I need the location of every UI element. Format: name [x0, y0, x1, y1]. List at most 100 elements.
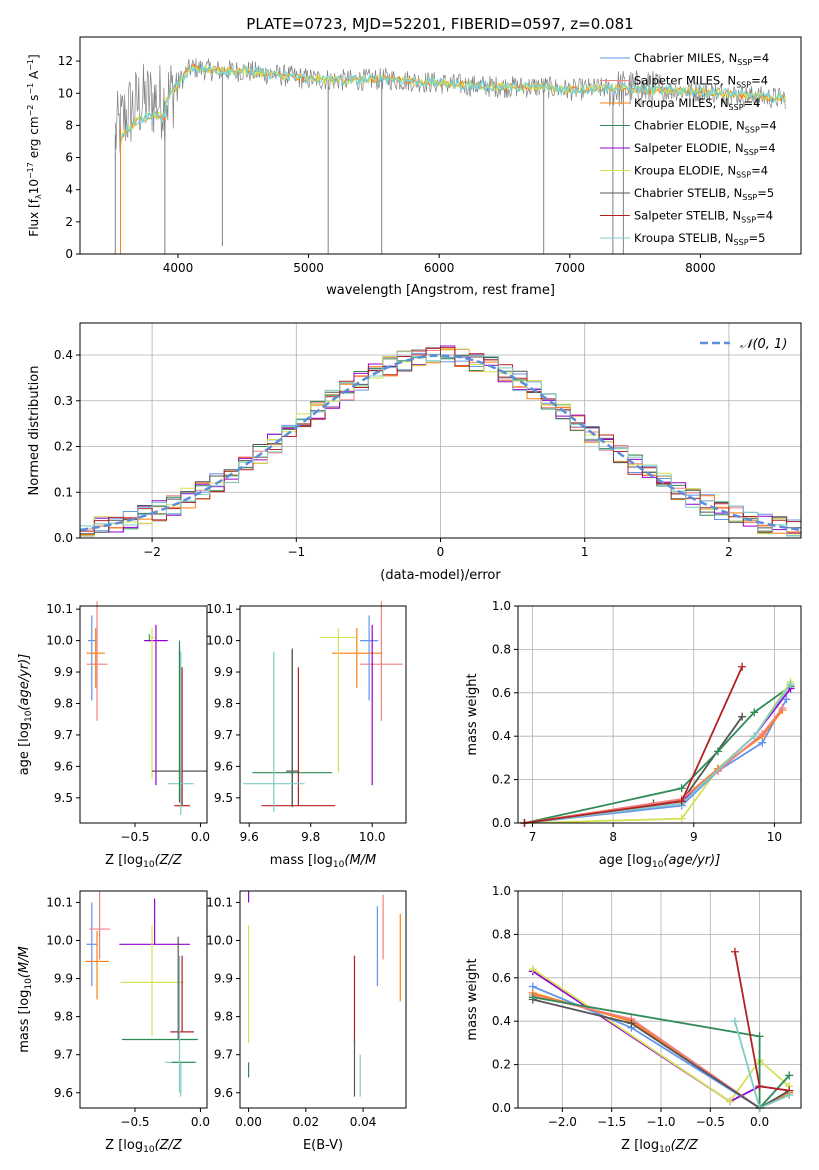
- y-tick-label: 2: [65, 215, 73, 229]
- y-tick-label: 0.2: [492, 773, 511, 787]
- series-marker: [750, 708, 759, 717]
- spectrum-model-line: [118, 64, 786, 147]
- y-tick-label: 10.1: [206, 602, 233, 616]
- mass-vs-metallicity-panel: −0.5 0.0 9.6 9.7 9.8 9.9 10.0 10.1 Z [log10(Z/Z m…: [17, 890, 210, 1155]
- y-tick-label: 10.0: [206, 933, 233, 947]
- x-tick-label: 0.0: [750, 1115, 769, 1129]
- y-tick-label: 0.3: [54, 394, 73, 408]
- y-axis-label: mass weight: [465, 958, 480, 1040]
- y-tick-label: 9.5: [214, 791, 233, 805]
- x-axis-label: Z [log10(Z/Z: [105, 1138, 183, 1155]
- legend-entry: 𝒩(0, 1): [740, 337, 787, 352]
- y-tick-label: 8: [65, 118, 73, 132]
- series-line: [524, 681, 792, 824]
- y-tick-label: 0.1: [54, 485, 73, 499]
- x-axis-label: Z [log10(Z/Z: [621, 1138, 699, 1155]
- x-tick-label: 0.0: [191, 1115, 210, 1129]
- series-marker: [786, 680, 795, 689]
- axes-frame: [79, 605, 208, 824]
- y-tick-label: 10.0: [46, 933, 73, 947]
- series-marker: [677, 797, 686, 806]
- series-marker: [758, 730, 767, 739]
- x-tick-label: −1: [287, 545, 305, 559]
- x-axis-label: age [log10(age/yr)]: [599, 853, 721, 870]
- x-tick-label: −0.5: [696, 1115, 725, 1129]
- x-tick-label: 8000: [685, 261, 716, 275]
- spectrum-model-line: [118, 63, 786, 145]
- y-tick-label: 10.1: [46, 602, 73, 616]
- x-tick-label: 5000: [293, 261, 324, 275]
- series-marker: [713, 747, 722, 756]
- x-tick-label: 0.0: [191, 830, 210, 844]
- y-tick-label: 9.9: [214, 972, 233, 986]
- y-tick-label: 10.0: [46, 634, 73, 648]
- x-axis-label: Z [log10(Z/Z: [105, 853, 183, 870]
- series-line: [532, 996, 790, 1111]
- y-tick-label: 1.0: [492, 884, 511, 898]
- x-tick-label: 9.6: [240, 830, 259, 844]
- series-marker: [785, 1071, 794, 1080]
- y-tick-label: 9.9: [54, 665, 73, 679]
- x-tick-label: −2: [143, 545, 161, 559]
- series-marker: [738, 712, 747, 721]
- legend-entry: Salpeter ELODIE, NSSP=4: [634, 141, 776, 157]
- x-tick-label: 4000: [163, 261, 194, 275]
- y-tick-label: 9.9: [214, 665, 233, 679]
- series-marker: [677, 814, 686, 823]
- x-tick-label: −0.5: [120, 830, 149, 844]
- y-tick-label: 9.6: [214, 759, 233, 773]
- legend-entry: Kroupa ELODIE, NSSP=4: [634, 164, 768, 180]
- y-axis-label: Flux [fλ10−17 erg cm−2 s−1 A−1]: [26, 54, 43, 236]
- axes-frame: [79, 890, 208, 1109]
- x-tick-label: −0.5: [120, 1115, 149, 1129]
- x-axis-label: E(B-V): [303, 1138, 343, 1153]
- x-tick-label: 1: [581, 545, 589, 559]
- series-marker: [677, 784, 686, 793]
- x-tick-label: 6000: [424, 261, 455, 275]
- mass-vs-ebv-panel: 0.00 0.02 0.04 9.6 9.7 9.8 9.9 10.0 10.1 E(B-V): [206, 890, 407, 1153]
- legend-entry: Kroupa STELIB, NSSP=5: [634, 231, 765, 247]
- y-tick-label: 0: [65, 247, 73, 261]
- spectrum-panel: 4000 5000 6000 7000 8000 0 2 4 6 8 10 12 wavelength …: [26, 36, 802, 298]
- x-tick-label: 7000: [555, 261, 586, 275]
- axes-frame: [517, 890, 802, 1109]
- y-tick-label: 9.8: [54, 1010, 73, 1024]
- series-marker: [528, 965, 537, 974]
- legend-entry: Chabrier STELIB, NSSP=5: [634, 186, 774, 202]
- y-tick-label: 9.7: [214, 728, 233, 742]
- y-tick-label: 6: [65, 151, 73, 165]
- y-tick-label: 1.0: [492, 599, 511, 613]
- series-marker: [785, 1090, 794, 1099]
- y-tick-label: 0.6: [492, 971, 511, 985]
- x-tick-label: −2.0: [548, 1115, 577, 1129]
- legend-entry: Chabrier ELODIE, NSSP=4: [634, 119, 777, 135]
- x-tick-label: 0.04: [350, 1115, 377, 1129]
- y-tick-label: 10: [58, 86, 73, 100]
- series-marker: [750, 732, 759, 741]
- age-vs-mass-panel: 9.6 9.8 10.0 9.5 9.6 9.7 9.8 9.9 10.0 10.1 mass [l…: [206, 601, 407, 870]
- y-tick-label: 10.1: [46, 895, 73, 909]
- x-tick-label: 8: [609, 830, 617, 844]
- series-marker: [726, 1097, 735, 1106]
- axes-frame: [79, 322, 802, 539]
- series-marker: [755, 1082, 764, 1091]
- y-tick-label: 0.0: [492, 1101, 511, 1115]
- y-tick-label: 0.4: [492, 729, 511, 743]
- series-marker: [755, 1032, 764, 1041]
- x-tick-label: 9: [690, 830, 698, 844]
- y-tick-label: 0.0: [492, 816, 511, 830]
- y-tick-label: 9.8: [214, 696, 233, 710]
- y-tick-label: 0.8: [492, 927, 511, 941]
- y-tick-label: 9.6: [54, 1086, 73, 1100]
- y-tick-label: 9.5: [54, 791, 73, 805]
- x-axis-label: (data-model)/error: [380, 568, 501, 583]
- y-axis-label: Normed distribution: [27, 366, 42, 496]
- y-tick-label: 0.6: [492, 686, 511, 700]
- series-line: [524, 683, 792, 824]
- y-tick-label: 0.0: [54, 531, 73, 545]
- y-tick-label: 10.1: [206, 895, 233, 909]
- y-tick-label: 12: [58, 54, 73, 68]
- x-tick-label: −1.0: [646, 1115, 675, 1129]
- y-tick-label: 0.2: [54, 440, 73, 454]
- legend-entry: Chabrier MILES, NSSP=4: [634, 51, 769, 67]
